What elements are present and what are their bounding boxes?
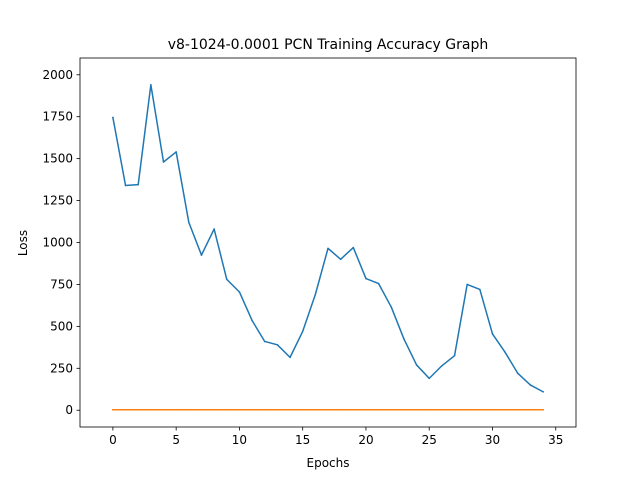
series-2-point [276, 408, 279, 411]
series-2-point [491, 408, 494, 411]
series-2-point [238, 408, 241, 411]
series-2-point [137, 408, 139, 411]
series-1-point [428, 377, 431, 380]
series-1-point [453, 354, 456, 357]
series-1-point [137, 183, 139, 186]
y-tick-label: 1250 [42, 194, 73, 208]
series-1-point [301, 330, 304, 333]
series-1-point [339, 258, 342, 261]
y-tick-label: 750 [50, 277, 73, 291]
series-1-point [352, 246, 355, 249]
series-2-point [150, 408, 152, 411]
series-2-point [251, 408, 253, 411]
series-2-point [112, 408, 114, 411]
series-2-point [542, 408, 544, 411]
series-1-point [491, 333, 494, 335]
series-2-point [162, 408, 165, 411]
series-1-point [276, 344, 279, 346]
series-1-point [314, 293, 317, 296]
series-1-point [225, 278, 228, 281]
series-2-point [441, 408, 443, 411]
series-1-point [542, 390, 544, 393]
series-1-point [289, 356, 291, 359]
series-2-point [327, 408, 329, 411]
series-2-point [175, 408, 177, 411]
x-tick-label: 30 [485, 433, 500, 447]
series-1-point [251, 319, 253, 322]
series-1-point [263, 340, 266, 343]
x-tick-label: 5 [172, 433, 180, 447]
series-2-point [517, 408, 519, 411]
y-tick-label: 500 [50, 319, 73, 333]
series-2-point [453, 408, 456, 411]
series-2-point [529, 408, 532, 411]
series-2-point [403, 408, 405, 411]
series-2-point [428, 408, 431, 411]
series-2-point [200, 408, 203, 411]
series-2-point [263, 408, 266, 411]
series-2-point [504, 408, 506, 411]
series-2-point [301, 408, 304, 411]
series-1-point [466, 283, 468, 286]
series-1-point [112, 116, 114, 119]
series-1-point [390, 306, 393, 308]
series-2-point [377, 408, 380, 411]
y-tick-label: 1500 [42, 152, 73, 166]
series-2-point [225, 408, 228, 411]
series-2-point [213, 408, 215, 411]
series-1-point [415, 364, 418, 366]
series-2-point [289, 408, 291, 411]
series-2-point [352, 408, 355, 411]
chart-title: v8-1024-0.0001 PCN Training Accuracy Gra… [168, 37, 489, 53]
series-1-point [162, 161, 165, 163]
x-tick-label: 10 [232, 433, 247, 447]
series-layer [112, 84, 545, 411]
series-1-point [150, 84, 152, 86]
series-1-point [213, 228, 215, 230]
y-axis-title: Loss [16, 230, 30, 256]
y-tick-label: 250 [50, 361, 73, 375]
series-2-point [365, 408, 367, 411]
y-axis-ticks: 0 250 500 750 1000 1250 1500 1750 2000 [42, 68, 80, 417]
series-1-point [175, 151, 177, 153]
series-1-point [441, 364, 443, 367]
series-1-point [529, 384, 532, 386]
series-2-point [390, 408, 393, 411]
series-1-point [327, 247, 329, 250]
x-tick-label: 0 [109, 433, 117, 447]
series-1-point [238, 291, 241, 293]
series-1-point [200, 254, 203, 256]
series-2-point [415, 408, 418, 411]
series-2-point [339, 408, 342, 411]
series-1-point [517, 372, 519, 375]
series-2-point [314, 408, 317, 411]
x-tick-label: 15 [295, 433, 310, 447]
series-1-point [365, 277, 367, 280]
series-2-point [188, 408, 190, 411]
series-2-point [124, 408, 127, 411]
series-2-point [466, 408, 468, 411]
y-tick-label: 0 [65, 403, 73, 417]
series-1-point [188, 221, 190, 224]
series-1-point [479, 288, 481, 291]
y-tick-label: 2000 [42, 68, 73, 82]
y-tick-label: 1000 [42, 236, 73, 250]
x-tick-label: 25 [422, 433, 437, 447]
series-1-point [504, 351, 506, 354]
x-axis-title: Epochs [307, 456, 350, 470]
plot-frame [79, 57, 577, 428]
x-axis-ticks: 0 5 10 15 20 25 30 35 [109, 427, 563, 447]
series-1-point [124, 184, 127, 187]
series-1-point [377, 282, 380, 285]
series-1-point [403, 338, 405, 340]
x-tick-label: 35 [548, 433, 563, 447]
series-2-point [479, 408, 481, 411]
y-tick-label: 1750 [42, 110, 73, 124]
x-tick-label: 20 [358, 433, 373, 447]
